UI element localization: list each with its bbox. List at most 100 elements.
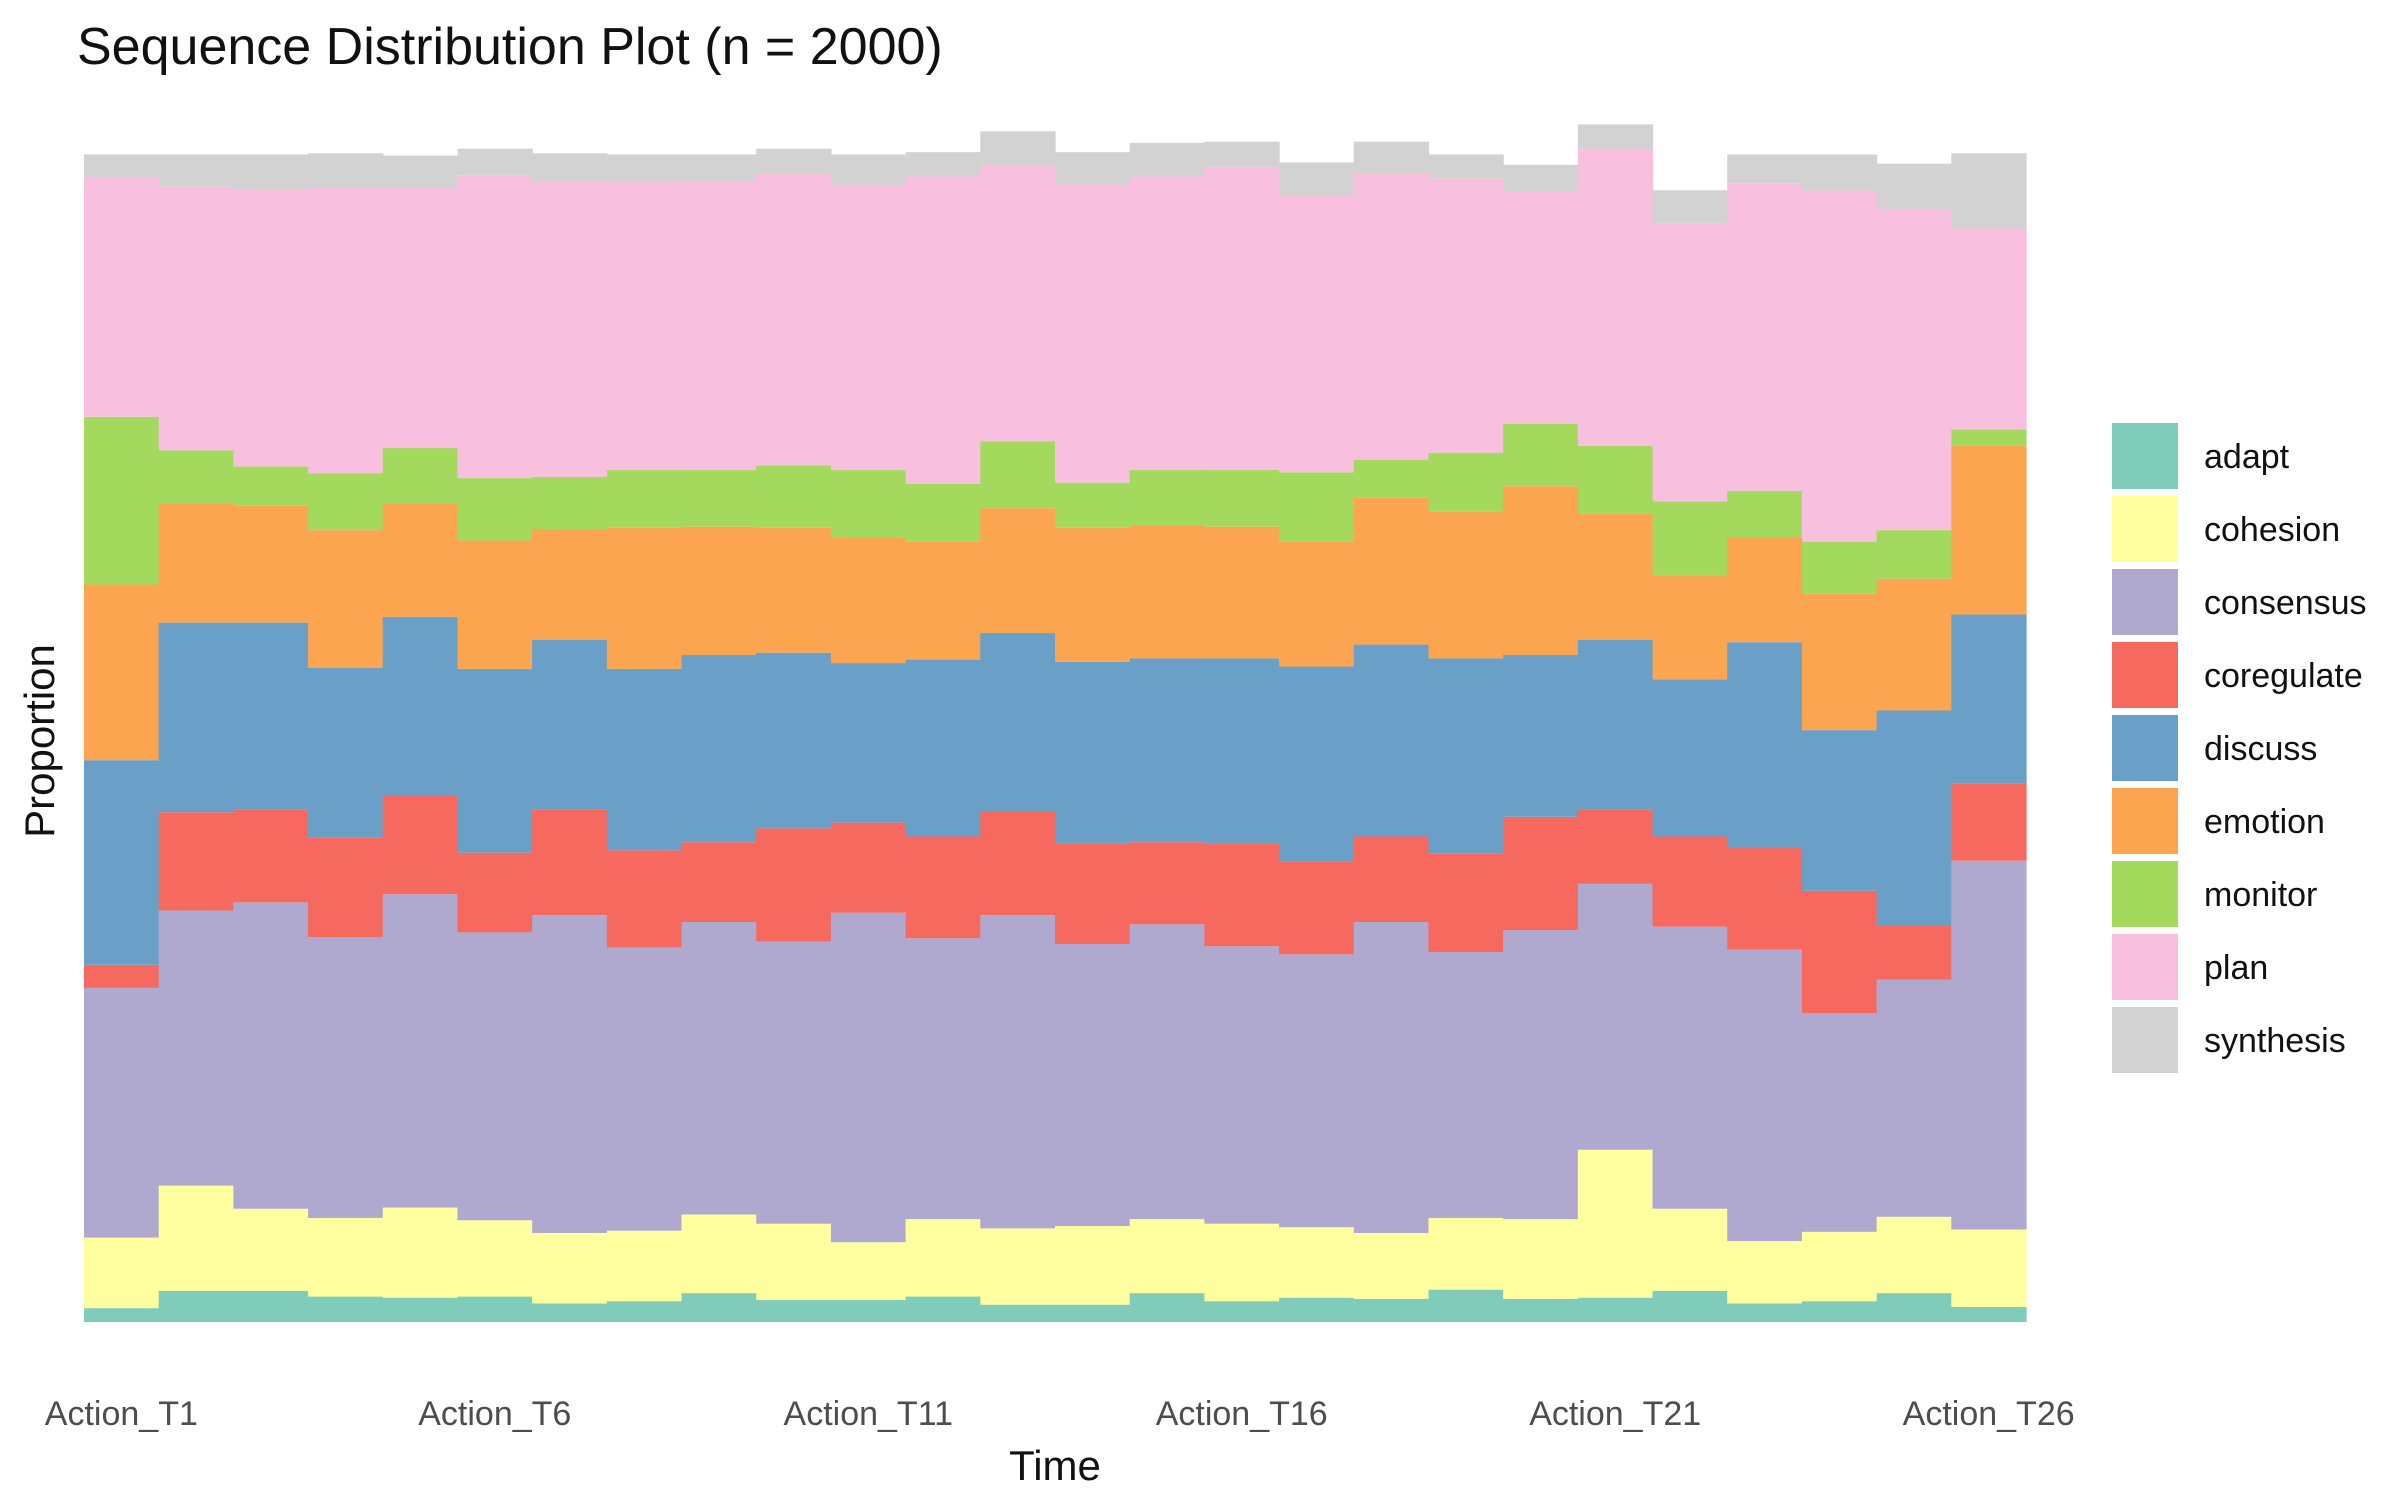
area-segment-discuss-Action_T24 [1801, 730, 1878, 891]
area-segment-adapt-Action_T23 [1727, 1303, 1803, 1322]
area-segment-plan-Action_T26 [1951, 228, 2027, 430]
area-segment-coregulate-Action_T14 [1055, 843, 1131, 944]
area-segment-plan-Action_T25 [1876, 208, 1952, 531]
area-segment-synthesis-Action_T22 [1652, 190, 1728, 224]
area-segment-emotion-Action_T4 [308, 530, 384, 668]
legend-label-synthesis: synthesis [2204, 1022, 2346, 1060]
area-segment-monitor-Action_T2 [158, 450, 234, 504]
area-segment-discuss-Action_T16 [1204, 658, 1280, 844]
area-segment-consensus-Action_T21 [1577, 883, 1654, 1150]
area-segment-plan-Action_T18 [1353, 172, 1430, 460]
legend-key-emotion [2112, 788, 2178, 854]
area-segment-emotion-Action_T10 [756, 527, 832, 653]
area-segment-emotion-Action_T19 [1428, 511, 1504, 659]
area-segment-synthesis-Action_T19 [1428, 154, 1504, 179]
area-segment-consensus-Action_T15 [1129, 924, 1205, 1220]
area-segment-plan-Action_T7 [532, 181, 608, 477]
area-segment-plan-Action_T5 [382, 187, 459, 449]
area-segment-monitor-Action_T9 [681, 470, 757, 527]
area-segment-plan-Action_T23 [1727, 183, 1803, 491]
area-segment-coregulate-Action_T11 [830, 822, 907, 913]
area-segment-cohesion-Action_T11 [830, 1242, 907, 1301]
area-segment-discuss-Action_T18 [1353, 644, 1430, 837]
area-segment-cohesion-Action_T16 [1204, 1223, 1280, 1302]
area-segment-coregulate-Action_T12 [905, 836, 981, 939]
area-segment-coregulate-Action_T20 [1503, 816, 1579, 931]
area-segment-consensus-Action_T6 [457, 932, 533, 1221]
area-segment-synthesis-Action_T8 [606, 154, 683, 183]
area-segment-adapt-Action_T26 [1951, 1306, 2027, 1322]
area-segment-cohesion-Action_T7 [532, 1232, 608, 1304]
area-segment-adapt-Action_T4 [308, 1296, 384, 1322]
area-segment-emotion-Action_T24 [1801, 593, 1878, 731]
area-segment-monitor-Action_T11 [830, 470, 907, 538]
area-segment-adapt-Action_T15 [1129, 1293, 1205, 1322]
area-segment-cohesion-Action_T13 [980, 1228, 1056, 1305]
area-segment-consensus-Action_T16 [1204, 946, 1280, 1224]
area-segment-discuss-Action_T12 [905, 659, 981, 837]
area-segment-monitor-Action_T24 [1801, 541, 1878, 594]
area-segment-cohesion-Action_T22 [1652, 1208, 1728, 1291]
area-segment-emotion-Action_T25 [1876, 578, 1952, 711]
area-segment-discuss-Action_T23 [1727, 642, 1803, 849]
area-segment-emotion-Action_T23 [1727, 537, 1803, 643]
area-segment-synthesis-Action_T23 [1727, 154, 1803, 184]
area-segment-emotion-Action_T1 [84, 584, 160, 761]
area-segment-adapt-Action_T12 [905, 1296, 981, 1322]
area-segment-adapt-Action_T25 [1876, 1293, 1952, 1322]
area-segment-monitor-Action_T15 [1129, 470, 1205, 526]
area-segment-emotion-Action_T2 [158, 503, 234, 623]
area-segment-coregulate-Action_T7 [532, 809, 608, 916]
legend-key-adapt [2112, 423, 2178, 489]
area-segment-adapt-Action_T20 [1503, 1298, 1579, 1322]
x-axis-ticks: Action_T1 Action_T6 Action_T11 Action_T16 Ac… [45, 1395, 2075, 1433]
area-segment-synthesis-Action_T2 [158, 154, 234, 187]
area-segment-plan-Action_T6 [457, 175, 533, 479]
area-segment-adapt-Action_T18 [1353, 1298, 1430, 1322]
area-segment-cohesion-Action_T20 [1503, 1219, 1579, 1299]
legend-label-plan: plan [2204, 949, 2268, 987]
area-segment-consensus-Action_T20 [1503, 930, 1579, 1220]
area-segment-emotion-Action_T26 [1951, 445, 2027, 615]
area-segment-adapt-Action_T1 [84, 1308, 160, 1322]
area-segment-adapt-Action_T3 [233, 1290, 309, 1322]
x-tick-label: Action_T6 [418, 1395, 571, 1433]
area-segment-discuss-Action_T6 [457, 668, 533, 853]
x-tick-label: Action_T16 [1156, 1395, 1328, 1433]
area-segment-cohesion-Action_T15 [1129, 1219, 1205, 1294]
area-segment-emotion-Action_T21 [1577, 513, 1654, 640]
area-segment-monitor-Action_T17 [1279, 472, 1355, 542]
area-segment-discuss-Action_T3 [233, 622, 309, 810]
y-axis-title: Proportion [16, 644, 63, 838]
area-segment-plan-Action_T21 [1577, 148, 1654, 446]
area-segment-adapt-Action_T19 [1428, 1289, 1504, 1322]
plot-area [84, 124, 2027, 1322]
area-segment-monitor-Action_T26 [1951, 429, 2027, 446]
area-segment-monitor-Action_T5 [382, 448, 459, 504]
area-segment-adapt-Action_T2 [158, 1290, 234, 1322]
area-segment-synthesis-Action_T21 [1577, 124, 1654, 149]
area-segment-coregulate-Action_T8 [606, 850, 683, 948]
area-segment-coregulate-Action_T19 [1428, 853, 1504, 953]
area-segment-emotion-Action_T17 [1279, 541, 1355, 667]
area-segment-plan-Action_T11 [830, 185, 907, 471]
area-segment-coregulate-Action_T10 [756, 828, 832, 942]
area-segment-cohesion-Action_T26 [1951, 1229, 2027, 1307]
area-segment-monitor-Action_T25 [1876, 530, 1952, 579]
x-tick-label: Action_T21 [1529, 1395, 1701, 1433]
area-segment-cohesion-Action_T23 [1727, 1241, 1803, 1304]
x-tick-label: Action_T11 [784, 1395, 953, 1433]
area-segment-adapt-Action_T11 [830, 1300, 907, 1322]
area-segment-emotion-Action_T14 [1055, 527, 1131, 662]
area-segment-consensus-Action_T18 [1353, 922, 1430, 1233]
area-segment-coregulate-Action_T15 [1129, 842, 1205, 925]
area-segment-consensus-Action_T3 [233, 902, 309, 1209]
area-segment-emotion-Action_T9 [681, 526, 757, 655]
area-segment-emotion-Action_T22 [1652, 575, 1728, 680]
area-segment-discuss-Action_T22 [1652, 679, 1728, 837]
area-segment-coregulate-Action_T13 [980, 811, 1056, 916]
area-segment-consensus-Action_T14 [1055, 943, 1131, 1227]
area-segment-adapt-Action_T22 [1652, 1290, 1728, 1322]
area-segment-consensus-Action_T24 [1801, 1013, 1878, 1232]
